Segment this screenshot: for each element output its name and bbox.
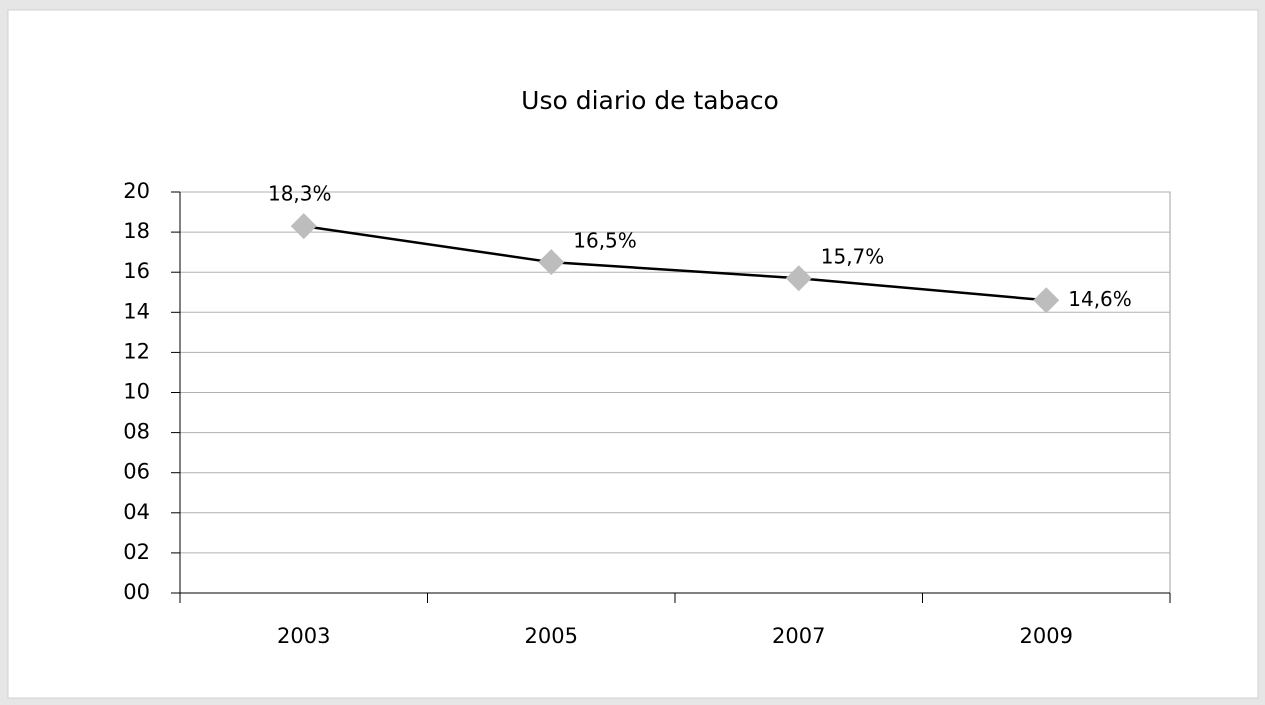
y-tick-label: 10 xyxy=(123,380,150,404)
x-tick-label: 2005 xyxy=(525,624,578,648)
x-tick-label: 2003 xyxy=(277,624,330,648)
y-tick-label: 00 xyxy=(123,580,150,604)
y-tick-label: 02 xyxy=(123,540,150,564)
marker xyxy=(1033,287,1060,314)
y-tick-label: 16 xyxy=(123,259,150,283)
data-label: 15,7% xyxy=(821,245,885,269)
x-tick-label: 2009 xyxy=(1020,624,1073,648)
y-tick-label: 12 xyxy=(123,339,150,363)
marker xyxy=(785,265,812,292)
data-label: 18,3% xyxy=(268,182,332,206)
y-tick-label: 18 xyxy=(123,219,150,243)
y-tick-label: 14 xyxy=(123,299,150,323)
y-tick-label: 06 xyxy=(123,460,150,484)
x-tick-label: 2007 xyxy=(772,624,825,648)
line xyxy=(303,224,1047,302)
data-label: 14,6% xyxy=(1068,287,1132,311)
chart-area xyxy=(7,9,1259,699)
y-tick-label: 04 xyxy=(123,500,150,524)
data-label: 16,5% xyxy=(573,229,637,253)
y-tick-label: 08 xyxy=(123,420,150,444)
chart-title: Uso diario de tabaco xyxy=(521,86,779,115)
y-tick-label: 20 xyxy=(123,179,150,203)
marker xyxy=(538,249,565,276)
marker xyxy=(290,213,317,240)
